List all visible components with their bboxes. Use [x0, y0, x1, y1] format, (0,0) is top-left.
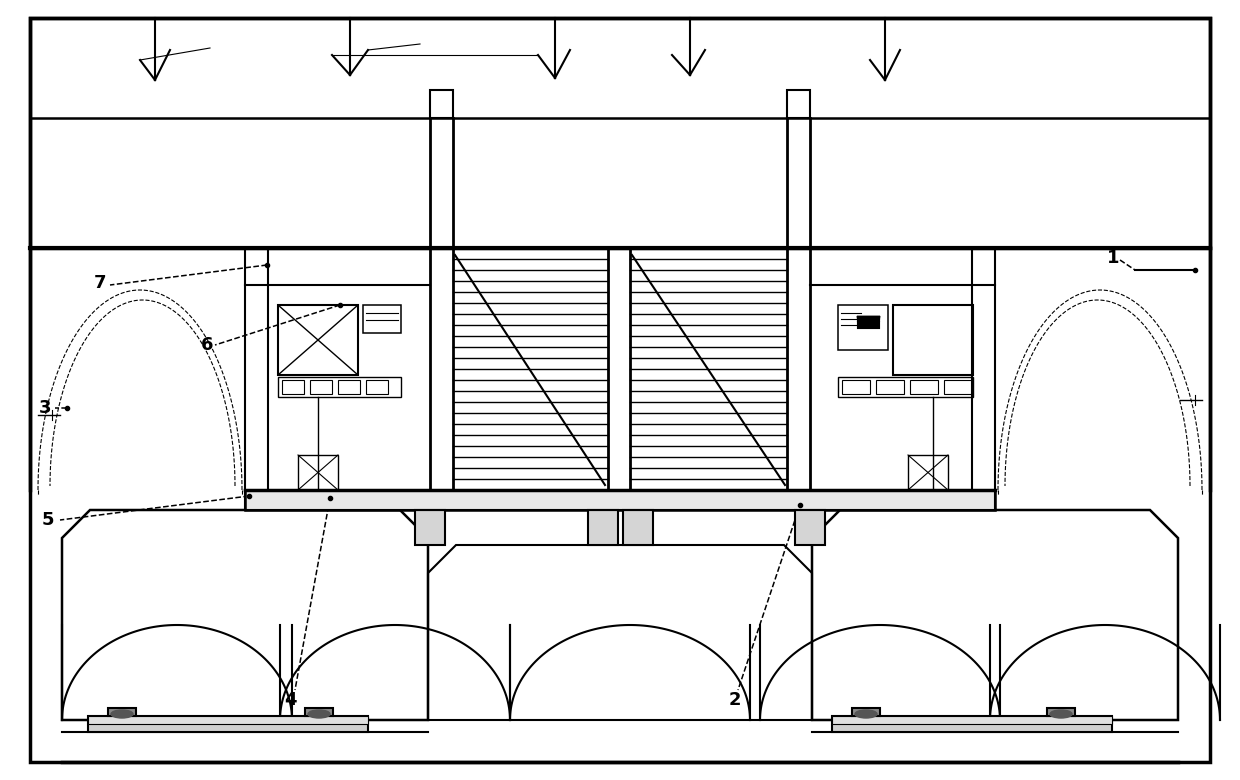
Text: 3: 3	[38, 399, 51, 417]
Bar	[310, 380, 332, 394]
Bar	[832, 716, 1112, 732]
Bar	[278, 377, 401, 397]
Text: 1: 1	[1107, 249, 1120, 267]
Bar	[875, 380, 904, 394]
Bar	[278, 305, 358, 375]
Text: 4: 4	[284, 691, 296, 709]
Bar	[787, 90, 810, 118]
Bar	[1047, 708, 1075, 716]
Bar	[298, 455, 339, 490]
Bar	[108, 708, 136, 716]
Bar	[339, 380, 360, 394]
Text: 5: 5	[42, 511, 55, 529]
Bar	[893, 305, 973, 375]
Bar	[832, 716, 1112, 724]
Bar	[838, 377, 973, 397]
Bar	[910, 380, 937, 394]
Bar	[88, 716, 368, 732]
Bar	[363, 305, 401, 333]
Ellipse shape	[308, 710, 330, 718]
Bar	[415, 510, 445, 545]
Bar	[281, 380, 304, 394]
Bar	[944, 380, 972, 394]
Ellipse shape	[856, 710, 877, 718]
Bar	[246, 490, 994, 510]
Ellipse shape	[1050, 710, 1073, 718]
Bar	[305, 708, 334, 716]
Text: 6: 6	[201, 336, 213, 354]
Bar	[30, 18, 1210, 248]
Bar	[88, 716, 368, 724]
Bar	[852, 708, 880, 716]
Bar	[842, 380, 870, 394]
Ellipse shape	[112, 710, 133, 718]
Text: 2: 2	[729, 691, 742, 709]
Bar	[366, 380, 388, 394]
Bar	[588, 510, 618, 545]
Bar	[908, 455, 949, 490]
Bar	[795, 510, 825, 545]
Text: 7: 7	[94, 274, 107, 292]
Bar	[622, 510, 653, 545]
Bar	[430, 90, 453, 118]
Bar	[838, 305, 888, 350]
